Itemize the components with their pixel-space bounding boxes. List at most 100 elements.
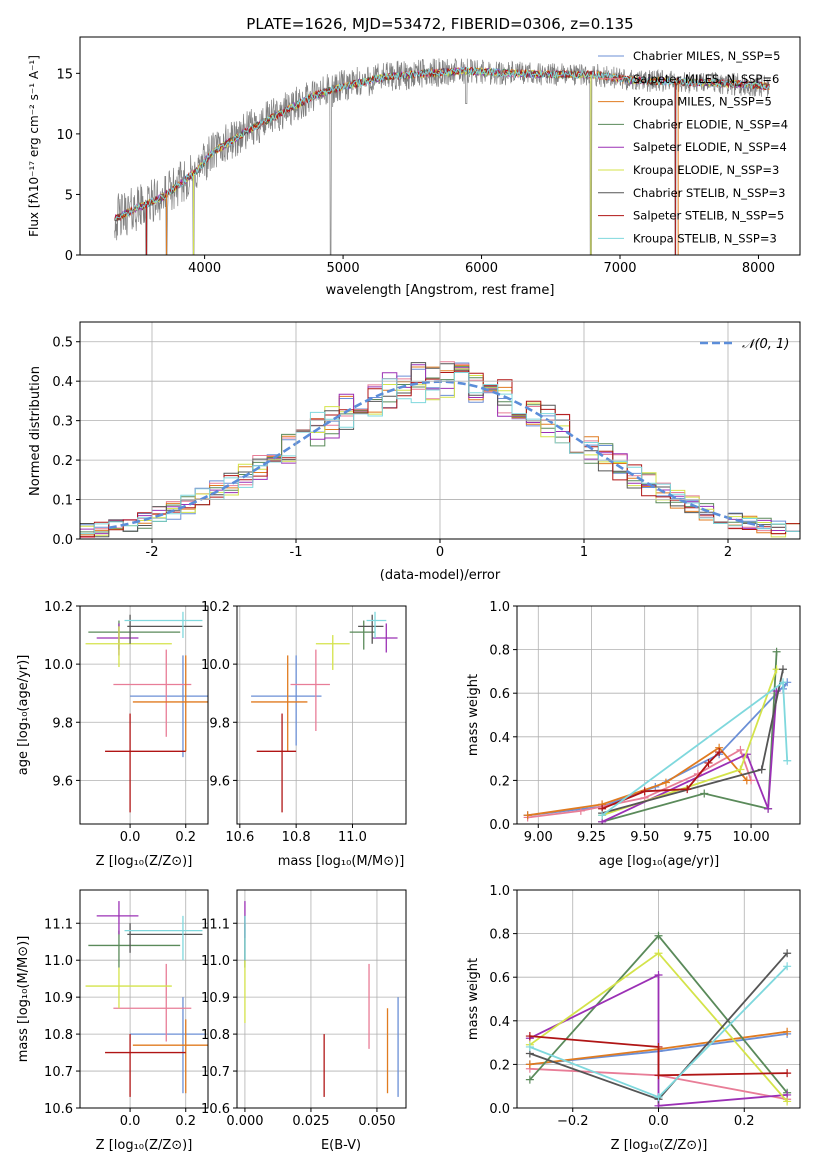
residuals-legend-label: 𝒩(0, 1)	[742, 337, 789, 352]
mass-vs-Z-frame	[79, 889, 209, 1109]
weight-vs-Z-marker-7-2	[654, 1071, 663, 1080]
weight-vs-age-marker-8-0	[598, 811, 607, 820]
mass-vs-ebv-axes: 0.000 0.025 0.050 10.6 10.7 10.8 10.9 11.0 11.1	[201, 889, 407, 1129]
age-vs-mass-xtick-label-1: 10.8	[282, 830, 311, 845]
weight-vs-Z-ytick-label-0: 0.0	[489, 1102, 510, 1117]
spectrum-xtick-label-1: 5000	[327, 261, 360, 276]
weight-vs-Z-marker-8-2	[783, 962, 792, 971]
spectrum-ytick-label-2: 10	[56, 128, 73, 143]
age-vs-mass-ytick-label-0: 9.6	[209, 774, 230, 789]
weight-vs-Z-axes: −0.2 0.0 0.2 0.0 0.2 0.4 0.6 0.8 1.0	[489, 884, 801, 1129]
weight-vs-Z-marker-7-0	[525, 1032, 534, 1041]
weight-vs-Z-marker-7-3	[783, 1069, 792, 1078]
weight-vs-Z-marker-2-0	[525, 1060, 534, 1069]
mass-vs-Z-xlabel: Z [log₁₀(Z/Z⊙)]	[96, 1138, 193, 1153]
weight-vs-age-marker-7-2	[683, 785, 692, 794]
weight-vs-Z-ytick-label-5: 1.0	[489, 884, 510, 899]
spectrum-legend-label-7: Salpeter STELIB, N_SSP=5	[633, 209, 784, 223]
spectrum-plot-area	[114, 58, 770, 255]
weight-vs-age-frame	[516, 605, 801, 825]
weight-vs-Z-marker-6-2	[783, 949, 792, 958]
mass-vs-Z-ytick-label-0: 10.6	[44, 1102, 73, 1117]
residuals-ytick-label-2: 0.2	[52, 454, 73, 469]
age-vs-Z-panel: 0.0 0.2 9.6 9.8 10.0 10.2 Z [log₁₀(Z/Z⊙)] age…	[16, 600, 209, 869]
age-vs-Z-xlabel: Z [log₁₀(Z/Z⊙)]	[96, 854, 193, 869]
weight-vs-Z-ytick-label-1: 0.2	[489, 1058, 510, 1073]
age-vs-mass-ytick-label-1: 9.8	[209, 716, 230, 731]
weight-vs-age-plot-area	[517, 605, 800, 825]
weight-vs-Z-ytick-label-2: 0.4	[489, 1015, 510, 1030]
age-vs-mass-xlabel: mass [log₁₀(M/M⊙)]	[278, 854, 405, 869]
spectrum-legend-label-8: Kroupa STELIB, N_SSP=3	[633, 231, 777, 245]
mass-vs-Z-panel: 0.0 0.2 10.6 10.7 10.8 10.9 11.0 11.1 Z [log₁₀(…	[16, 889, 209, 1153]
weight-vs-age-ytick-label-4: 0.8	[489, 644, 510, 659]
weight-vs-Z-marker-4-1	[654, 971, 663, 980]
mass-vs-ebv-xtick-label-2: 0.050	[358, 1114, 395, 1129]
mass-vs-ebv-ytick-label-0: 10.6	[201, 1102, 230, 1117]
weight-vs-age-axes: 9.00 9.25 9.50 9.75 10.00 0.0 0.2 0.4 0.6 0.8 1.0	[489, 600, 801, 845]
mass-vs-Z-ytick-label-4: 11.0	[44, 954, 73, 969]
weight-vs-Z-ytick-label-4: 0.8	[489, 928, 510, 943]
weight-vs-Z-marker-8-0	[525, 1042, 534, 1051]
weight-vs-Z-marker-3-1	[654, 931, 663, 940]
residuals-panel: 𝒩(0, 1) -2 -1 0 1 2 0.0 0.1 0.2 0.3 0.4 0.5 (data-…	[28, 321, 801, 583]
spectrum-legend-label-6: Chabrier STELIB, N_SSP=3	[633, 186, 785, 200]
spectrum-model-line-8	[114, 66, 770, 221]
mass-vs-Z-axes: 0.0 0.2 10.6 10.7 10.8 10.9 11.0 11.1	[44, 889, 209, 1129]
weight-vs-age-marker-6-1	[757, 765, 766, 774]
age-vs-Z-ytick-label-3: 10.2	[44, 600, 73, 615]
weight-vs-Z-marker-3-0	[525, 1075, 534, 1084]
weight-vs-age-xtick-label-0: 9.00	[524, 830, 553, 845]
weight-vs-age-ytick-label-1: 0.2	[489, 774, 510, 789]
spectrum-axes: 4000 5000 6000 7000 8000 0 5 10 15	[56, 36, 801, 276]
age-vs-mass-xtick-label-2: 11.0	[338, 830, 367, 845]
residuals-xtick-label-3: 1	[580, 545, 588, 560]
spectrum-xtick-label-0: 4000	[188, 261, 221, 276]
weight-vs-age-ytick-label-5: 1.0	[489, 600, 510, 615]
weight-vs-Z-ylabel: mass weight	[466, 958, 481, 1040]
residuals-xtick-label-2: 0	[436, 545, 444, 560]
residuals-ytick-label-0: 0.0	[52, 533, 73, 548]
residuals-axes: -2 -1 0 1 2 0.0 0.1 0.2 0.3 0.4 0.5	[52, 321, 801, 560]
mass-vs-ebv-ytick-label-5: 11.1	[201, 917, 230, 932]
weight-vs-age-marker-2-2	[661, 778, 670, 787]
weight-vs-age-xtick-label-1: 9.25	[577, 830, 606, 845]
spectrum-legend-label-5: Kroupa ELODIE, N_SSP=3	[633, 163, 779, 177]
spectrum-data-line	[114, 58, 770, 255]
mass-vs-Z-xtick-label-0: 0.0	[120, 1114, 141, 1129]
weight-vs-age-marker-8-2	[783, 756, 792, 765]
age-vs-mass-panel: 10.6 10.8 11.0 9.6 9.8 10.0 10.2 mass [log₁₀(M…	[201, 600, 407, 869]
mass-vs-ebv-ytick-label-2: 10.8	[201, 1028, 230, 1043]
weight-vs-Z-marker-2-2	[783, 1027, 792, 1036]
age-vs-mass-frame	[236, 605, 407, 825]
residuals-xlabel: (data-model)/error	[380, 568, 501, 583]
residuals-plot-area	[80, 322, 800, 540]
spectrum-legend-label-0: Chabrier MILES, N_SSP=5	[633, 49, 780, 63]
figure-title: PLATE=1626, MJD=53472, FIBERID=0306, z=0…	[246, 15, 633, 33]
residuals-xtick-label-0: -2	[146, 545, 159, 560]
mass-vs-ebv-ytick-label-3: 10.9	[201, 991, 230, 1006]
mass-vs-Z-ytick-label-2: 10.8	[44, 1028, 73, 1043]
age-vs-Z-ytick-label-0: 9.6	[52, 774, 73, 789]
weight-vs-age-marker-7-4	[715, 748, 724, 757]
age-vs-Z-ytick-label-2: 10.0	[44, 658, 73, 673]
age-vs-Z-plot-area	[80, 605, 208, 824]
age-vs-mass-ytick-label-2: 10.0	[201, 658, 230, 673]
residuals-ytick-label-4: 0.4	[52, 375, 73, 390]
mass-vs-ebv-xlabel: E(B-V)	[321, 1138, 361, 1153]
spectrum-ytick-label-0: 0	[65, 249, 73, 264]
weight-vs-Z-marker-5-2	[783, 1097, 792, 1106]
spectrum-ylabel: Flux [fλ10⁻¹⁷ erg cm⁻² s⁻¹ A⁻¹]	[27, 55, 41, 237]
mass-vs-Z-plot-area	[80, 890, 208, 1109]
weight-vs-Z-marker-5-1	[654, 949, 663, 958]
residuals-ytick-label-3: 0.3	[52, 415, 73, 430]
mass-vs-Z-ytick-label-3: 10.9	[44, 991, 73, 1006]
mass-vs-Z-ylabel: mass [log₁₀(M/M⊙)]	[16, 936, 31, 1063]
weight-vs-Z-xtick-label-2: 0.2	[734, 1114, 755, 1129]
weight-vs-age-series-line-3	[601, 651, 778, 823]
spectrum-legend-label-4: Salpeter ELODIE, N_SSP=4	[633, 140, 787, 154]
mass-vs-ebv-xtick-label-1: 0.025	[292, 1114, 329, 1129]
weight-vs-Z-marker-7-1	[654, 1042, 663, 1051]
weight-vs-age-ylabel: mass weight	[466, 674, 481, 756]
